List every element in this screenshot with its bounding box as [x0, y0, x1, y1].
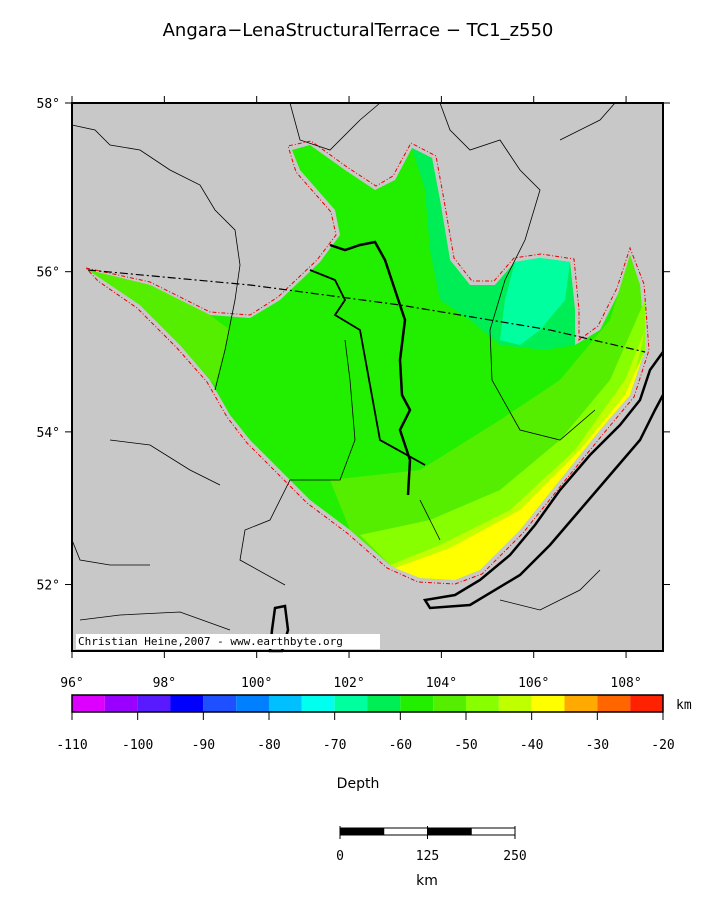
river — [559, 102, 616, 141]
scalebar-label: km — [416, 873, 438, 889]
scalebar-segment — [427, 827, 472, 836]
colorbar-segment — [367, 695, 401, 712]
colorbar-segment — [170, 695, 204, 712]
river — [79, 611, 231, 631]
colorbar-tick-label: -40 — [520, 738, 543, 753]
river — [439, 102, 596, 441]
river — [109, 439, 221, 486]
colorbar-segment — [72, 695, 105, 712]
scalebar-tick-label: 250 — [503, 849, 526, 864]
x-tick-label: 104° — [426, 676, 457, 691]
river — [499, 569, 601, 611]
colorbar-tick-label: -20 — [651, 738, 674, 753]
reservoir-branch — [309, 269, 426, 466]
scalebar-tick-label: 0 — [336, 849, 344, 864]
colorbar-segment — [466, 695, 499, 712]
colorbar-tick-label: -50 — [454, 738, 477, 753]
x-tick-label: 96° — [60, 676, 83, 691]
colorbar-tick-label: -70 — [323, 738, 346, 753]
colorbar-segment — [630, 695, 663, 712]
band-mid — [330, 255, 645, 580]
x-tick-label: 102° — [333, 676, 364, 691]
x-tick-label: 98° — [153, 676, 176, 691]
y-tick-label: 54° — [37, 426, 60, 441]
scalebar-segment — [383, 827, 428, 836]
x-tick-label: 108° — [610, 676, 641, 691]
colorbar-frame — [71, 694, 664, 713]
scalebar-segment — [339, 827, 385, 836]
colorbar-unit: km — [676, 698, 692, 713]
colorbar-segment — [137, 695, 171, 712]
colorbar-segment — [334, 695, 368, 712]
colorbar-tick-label: -90 — [192, 738, 215, 753]
colorbar-tick-label: -60 — [389, 738, 412, 753]
colorbar-tick-label: -30 — [586, 738, 609, 753]
map-title: Angara−LenaStructuralTerrace − TC1_z550 — [163, 20, 554, 41]
reservoir — [329, 240, 412, 496]
river — [71, 124, 241, 391]
band-deepest — [500, 258, 570, 345]
lake-baikal — [422, 351, 665, 610]
x-tick-label: 106° — [518, 676, 549, 691]
colorbar-segment — [498, 695, 532, 712]
colorbar-segment — [400, 695, 434, 712]
colorbar-segment — [269, 695, 302, 712]
credit: Christian Heine,2007 - www.earthbyte.org — [78, 635, 343, 648]
river — [289, 102, 381, 151]
colorbar-segment — [301, 695, 335, 712]
y-tick-label: 56° — [37, 266, 60, 281]
colorbar-segment — [597, 695, 631, 712]
band-shallow-west — [88, 270, 230, 385]
colorbar-segment — [104, 695, 138, 712]
y-tick-label: 58° — [37, 97, 60, 112]
map-content: Christian Heine,2007 - www.earthbyte.org — [71, 102, 665, 653]
scalebar-tick-label: 125 — [416, 849, 439, 864]
colorbar-segment — [564, 695, 598, 712]
colorbar-tick-label: -80 — [257, 738, 280, 753]
colorbar-segment — [203, 695, 237, 712]
y-tick-label: 52° — [37, 579, 60, 594]
rivers-borders — [71, 102, 616, 631]
colorbar-label: Depth — [337, 776, 380, 792]
scalebar-segment — [470, 827, 516, 836]
profile-line — [87, 269, 646, 353]
river — [239, 339, 356, 586]
colorbar-segment — [531, 695, 565, 712]
credit-box — [76, 634, 380, 649]
map-frame — [71, 102, 664, 652]
river — [419, 499, 441, 541]
colorbar-segment — [236, 695, 269, 712]
colorbar-tick-label: -110 — [56, 738, 87, 753]
colorbar-segment — [433, 695, 466, 712]
x-tick-label: 100° — [241, 676, 272, 691]
river — [71, 539, 150, 566]
colorbar-tick-label: -100 — [122, 738, 153, 753]
